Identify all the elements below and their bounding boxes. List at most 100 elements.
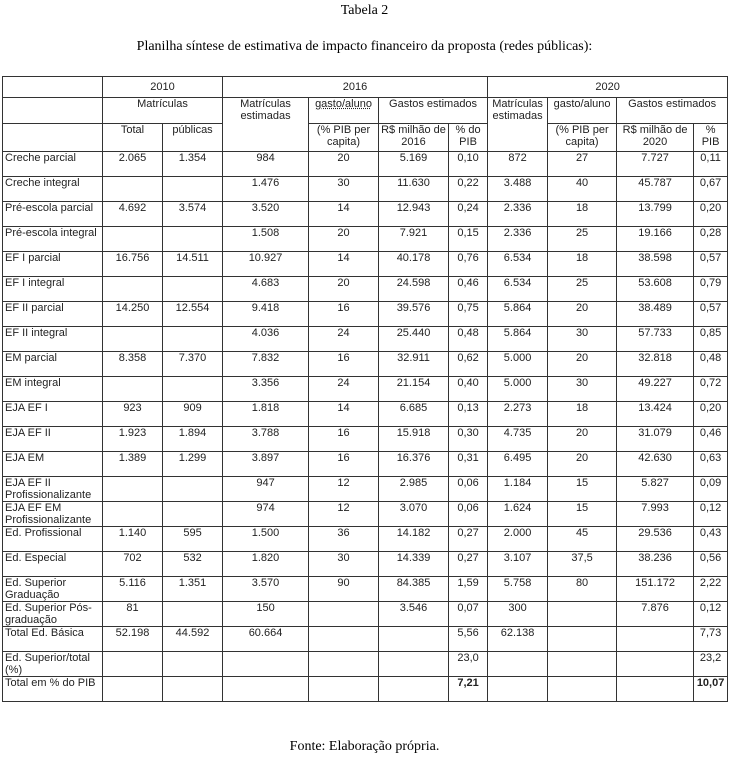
table-row: Ed. Superior/total (%) 23,0 23,2	[2, 651, 729, 677]
cell-pct-pib-2016: 0,31	[448, 451, 489, 477]
table-row: Total em % do PIB 7,21 10,07	[2, 676, 729, 702]
cell-label: Ed. Superior Pós-graduação	[2, 601, 103, 627]
cell-label: Creche parcial	[2, 151, 103, 177]
cell-pct-pib-2016: 0,30	[448, 426, 489, 452]
cell-matriculas-2016: 3.897	[222, 451, 310, 477]
cell-total-2010	[102, 476, 163, 502]
cell-total-2010	[102, 326, 163, 352]
cell-total-2010: 4.692	[102, 201, 163, 227]
cell-pct-pib-2020: 0,43	[693, 526, 729, 552]
cell-matriculas-2020: 2.000	[487, 526, 549, 552]
header-rs-milhao-2016: R$ milhão de 2016	[378, 123, 450, 152]
cell-gasto-2016: 36	[308, 526, 380, 552]
cell-publicas-2010	[161, 226, 224, 252]
cell-rs-2016: 3.070	[378, 501, 450, 527]
header-pct-pib-2016: % do PIB	[448, 123, 489, 152]
header-matriculas: Matrículas	[101, 97, 224, 124]
cell-pct-pib-2016: 0,22	[448, 176, 489, 202]
header-empty	[2, 76, 103, 98]
cell-publicas-2010	[161, 326, 224, 352]
table-row: EJA EF I 923 909 1.818 14 6.685 0,13 2.273 18 13.…	[2, 401, 729, 427]
cell-gasto-2016	[308, 601, 380, 627]
cell-rs-2016: 3.546	[378, 601, 450, 627]
cell-gasto-2020: 20	[547, 451, 618, 477]
cell-label: Creche integral	[2, 176, 103, 202]
cell-gasto-2016: 16	[308, 451, 380, 477]
cell-pct-pib-2020: 0,56	[693, 551, 729, 577]
header-2020: 2020	[487, 76, 729, 98]
cell-rs-2016: 7.921	[378, 226, 450, 252]
cell-pct-pib-2016: 0,07	[448, 601, 489, 627]
cell-total-2010: 8.358	[102, 351, 163, 377]
cell-rs-2016	[378, 676, 450, 702]
cell-rs-2020: 31.079	[616, 426, 695, 452]
cell-rs-2016: 39.576	[378, 301, 450, 327]
cell-label: EF I integral	[2, 276, 103, 302]
cell-publicas-2010: 532	[161, 551, 224, 577]
cell-rs-2016: 24.598	[378, 276, 450, 302]
table-row: EF II parcial 14.250 12.554 9.418 16 39.576 0,…	[2, 301, 729, 327]
cell-pct-pib-2020: 0,79	[693, 276, 729, 302]
table-row: Ed. Profissional 1.140 595 1.500 36 14.182 0,2…	[2, 526, 729, 552]
cell-publicas-2010: 1.894	[161, 426, 224, 452]
cell-publicas-2010: 44.592	[161, 626, 224, 652]
cell-publicas-2010: 1.351	[161, 576, 224, 602]
cell-pct-pib-2016: 1,59	[448, 576, 489, 602]
cell-pct-pib-2020: 23,2	[693, 651, 729, 677]
cell-pct-pib-2016: 0,06	[448, 476, 489, 502]
cell-matriculas-2020: 62.138	[487, 626, 549, 652]
cell-pct-pib-2020: 0,63	[693, 451, 729, 477]
cell-publicas-2010	[161, 276, 224, 302]
table-row: EF II integral 4.036 24 25.440 0,48 5.864 30 57…	[2, 326, 729, 352]
cell-rs-2016	[378, 626, 450, 652]
cell-total-2010	[102, 676, 163, 702]
cell-matriculas-2016: 4.036	[222, 326, 310, 352]
header-total: Total	[102, 123, 163, 152]
cell-rs-2016	[378, 651, 450, 677]
cell-rs-2020: 19.166	[616, 226, 695, 252]
cell-matriculas-2016: 60.664	[222, 626, 310, 652]
cell-pct-pib-2020: 0,57	[693, 251, 729, 277]
cell-pct-pib-2020: 7,73	[693, 626, 729, 652]
cell-rs-2016: 16.376	[378, 451, 450, 477]
cell-gasto-2016: 20	[308, 276, 380, 302]
cell-rs-2020: 32.818	[616, 351, 695, 377]
header-matriculas-estimadas-2020: Matrículas estimadas	[487, 97, 549, 152]
cell-pct-pib-2016: 0,13	[448, 401, 489, 427]
header-empty	[2, 123, 103, 152]
cell-rs-2020: 7.993	[616, 501, 695, 527]
cell-label: EM integral	[2, 376, 103, 402]
cell-rs-2016: 11.630	[378, 176, 450, 202]
cell-pct-pib-2020: 10,07	[693, 676, 729, 702]
cell-rs-2020: 13.799	[616, 201, 695, 227]
cell-pct-pib-2020: 0,12	[693, 501, 729, 527]
cell-gasto-2016: 20	[308, 226, 380, 252]
cell-matriculas-2020: 4.735	[487, 426, 549, 452]
cell-gasto-2020: 25	[547, 226, 618, 252]
cell-label: Total em % do PIB	[2, 676, 103, 702]
table-row: EF I parcial 16.756 14.511 10.927 14 40.178 0,…	[2, 251, 729, 277]
cell-rs-2016: 12.943	[378, 201, 450, 227]
cell-publicas-2010	[161, 676, 224, 702]
cell-matriculas-2020: 3.107	[487, 551, 549, 577]
cell-total-2010: 923	[102, 401, 163, 427]
cell-gasto-2016: 12	[308, 501, 380, 527]
cell-rs-2020: 29.536	[616, 526, 695, 552]
table-row: Pré-escola parcial 4.692 3.574 3.520 14 12.94…	[2, 201, 729, 227]
cell-rs-2016: 40.178	[378, 251, 450, 277]
cell-pct-pib-2016: 0,27	[448, 551, 489, 577]
cell-pct-pib-2020: 0,85	[693, 326, 729, 352]
cell-publicas-2010	[161, 601, 224, 627]
cell-rs-2020: 57.733	[616, 326, 695, 352]
cell-gasto-2020: 18	[547, 201, 618, 227]
cell-rs-2016: 5.169	[378, 151, 450, 177]
cell-label: EJA EF II Profissionalizante	[2, 476, 103, 502]
table-row: Ed. Especial 702 532 1.820 30 14.339 0,27 3.107…	[2, 551, 729, 577]
table-row: Pré-escola integral 1.508 20 7.921 0,15 2.336…	[2, 226, 729, 252]
cell-rs-2016: 6.685	[378, 401, 450, 427]
cell-gasto-2020: 18	[547, 251, 618, 277]
cell-label: EF I parcial	[2, 251, 103, 277]
cell-total-2010	[102, 176, 163, 202]
cell-total-2010: 1.923	[102, 426, 163, 452]
cell-pct-pib-2016: 0,75	[448, 301, 489, 327]
